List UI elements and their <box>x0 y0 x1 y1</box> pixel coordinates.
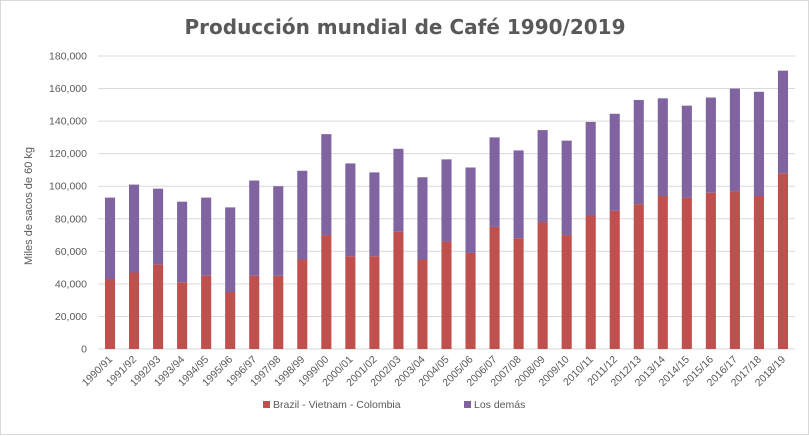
bar-segment <box>465 252 476 349</box>
bar-segment <box>225 207 236 293</box>
bar-segment <box>201 197 212 276</box>
x-tick-labels: 1990/911991/921992/931993/941994/951995/… <box>80 354 788 389</box>
bars <box>104 70 789 349</box>
bar-segment <box>705 97 716 193</box>
bar-segment <box>369 256 380 349</box>
bar-segment <box>153 188 164 265</box>
y-tick-labels: 0 20,000 40,000 60,000 80,000 100,000 120,000 1… <box>49 51 87 356</box>
bar-segment <box>681 197 692 349</box>
bar-segment <box>441 159 452 242</box>
bar-segment <box>321 134 332 236</box>
y-tick-label: 20,000 <box>55 311 87 323</box>
y-tick-label: 140,000 <box>49 116 87 128</box>
y-tick-label: 40,000 <box>55 278 87 290</box>
bar-segment <box>273 186 284 276</box>
bar-segment <box>465 167 476 253</box>
bar-segment <box>609 113 620 211</box>
bar-segment <box>177 201 188 283</box>
y-tick-label: 100,000 <box>49 181 87 193</box>
y-tick-label: 60,000 <box>55 246 87 258</box>
bar-segment <box>513 238 524 349</box>
bar-segment <box>513 150 524 239</box>
bar-segment <box>104 197 116 280</box>
bar-segment <box>417 177 428 260</box>
bar-segment <box>753 91 764 196</box>
bar-segment <box>777 70 789 174</box>
bar-segment <box>561 140 572 236</box>
y-axis-label: Miles de sacos de 60 kg <box>23 147 35 265</box>
legend: Brazil - Vietnam - Colombia Los demás <box>263 399 525 411</box>
bar-segment <box>129 272 140 349</box>
legend-swatch <box>263 401 270 408</box>
bar-segment <box>753 195 764 349</box>
bar-segment <box>681 105 692 198</box>
bar-segment <box>393 148 404 232</box>
bar-segment <box>537 130 548 223</box>
y-tick-label: 120,000 <box>49 148 87 160</box>
bar-segment <box>657 195 668 349</box>
y-tick-label: 160,000 <box>49 83 87 95</box>
bar-segment <box>585 215 596 349</box>
bar-segment <box>729 88 740 192</box>
bar-segment <box>345 256 356 349</box>
legend-swatch <box>464 401 471 408</box>
bar-segment <box>273 275 284 349</box>
y-tick-label: 0 <box>81 344 87 356</box>
bar-segment <box>369 172 380 257</box>
bar-segment <box>249 275 260 349</box>
bar-segment <box>561 235 572 349</box>
bar-segment <box>537 222 548 349</box>
bar-segment <box>321 235 332 349</box>
bar-segment <box>609 210 620 349</box>
bar-segment <box>297 170 308 260</box>
legend-label: Los demás <box>474 399 525 411</box>
bar-segment <box>129 184 140 273</box>
bar-segment <box>393 231 404 349</box>
bar-segment <box>657 98 668 196</box>
bar-segment <box>489 137 500 227</box>
bar-segment <box>417 259 428 349</box>
bar-segment <box>345 163 356 257</box>
bar-segment <box>441 241 452 349</box>
bar-segment <box>633 204 644 349</box>
y-tick-label: 80,000 <box>55 213 87 225</box>
bar-segment <box>297 259 308 349</box>
chart-title: Producción mundial de Café 1990/2019 <box>184 15 625 39</box>
bar-segment <box>201 275 212 349</box>
bar-segment <box>225 292 236 349</box>
bar-segment <box>249 180 260 276</box>
y-tick-label: 180,000 <box>49 51 87 63</box>
bar-segment <box>633 99 644 205</box>
bar-segment <box>777 173 789 349</box>
bar-segment <box>104 279 116 349</box>
bar-segment <box>729 191 740 349</box>
legend-label: Brazil - Vietnam - Colombia <box>273 399 401 411</box>
bar-segment <box>153 264 164 349</box>
bar-segment <box>489 226 500 349</box>
bar-segment <box>177 282 188 349</box>
bar-segment <box>705 192 716 349</box>
bar-segment <box>585 121 596 216</box>
